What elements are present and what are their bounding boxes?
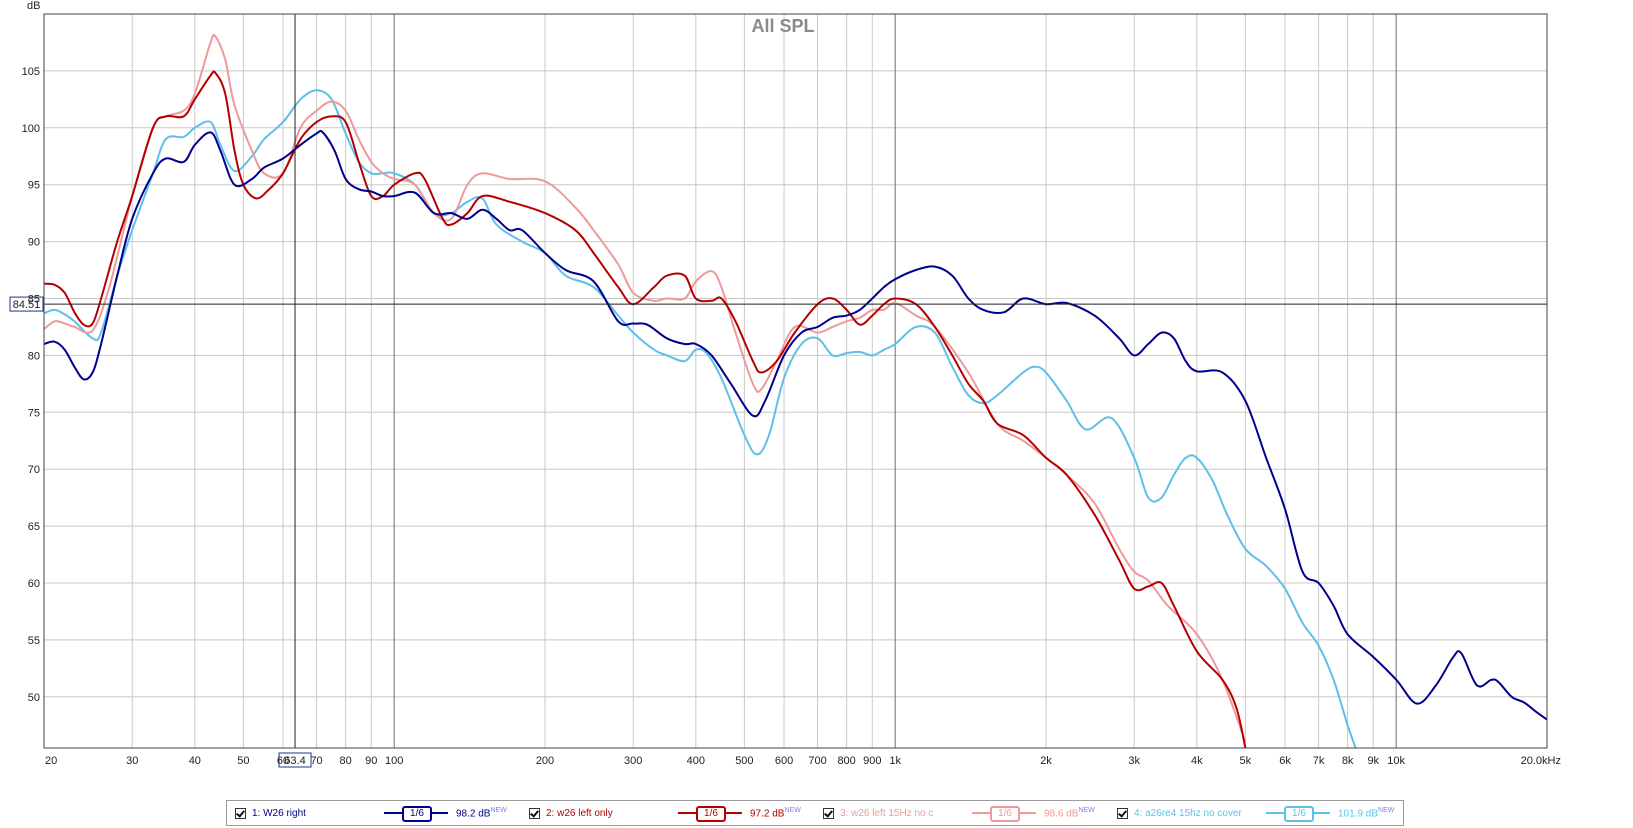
new-badge: NEW	[784, 806, 801, 814]
cursor[interactable]: 84.51 63.4	[9, 14, 1547, 768]
x-tick-label: 2k	[1040, 755, 1052, 767]
legend-series-name: 2: w26 left only	[546, 807, 613, 819]
series-line-1	[44, 129, 1547, 721]
legend-series-name: 4: a26re4 15hz no cover	[1134, 807, 1242, 819]
x-tick-label: 5k	[1240, 755, 1252, 767]
legend-entry-1: 1: W26 right 1/6 98.2 dBNEW	[227, 801, 521, 825]
smoothing-selector[interactable]: 1/6	[972, 806, 1036, 822]
legend-series-name: 1: W26 right	[252, 807, 306, 819]
x-tick-label: 300	[624, 755, 642, 767]
x-tick-label: 8k	[1342, 755, 1354, 767]
new-badge: NEW	[1078, 806, 1095, 814]
legend-level-text: 98.6 dB	[1044, 808, 1079, 820]
new-badge: NEW	[490, 806, 507, 814]
x-tick-label: 40	[189, 755, 201, 767]
plot-frame	[43, 13, 1548, 749]
x-tick-label: 700	[808, 755, 826, 767]
x-tick-label: 10k	[1387, 755, 1405, 767]
legend-entry-2: 2: w26 left only 1/6 97.2 dBNEW	[521, 801, 815, 825]
x-tick-label: 20.0kHz	[1521, 755, 1561, 767]
y-tick-label: 85	[28, 293, 40, 305]
new-badge: NEW	[1378, 806, 1395, 814]
series-visibility-checkbox[interactable]	[823, 807, 834, 819]
y-tick-label: 100	[22, 123, 40, 135]
series-group	[44, 33, 1547, 748]
legend-level-value: 98.6 dBNEW	[1044, 807, 1095, 819]
x-tick-label: 100	[385, 755, 403, 767]
x-tick-label: 600	[775, 755, 793, 767]
legend-level-text: 97.2 dB	[750, 808, 785, 820]
y-tick-label: 80	[28, 350, 40, 362]
smoothing-label: 1/6	[402, 806, 432, 822]
x-tick-label: 90	[365, 755, 377, 767]
x-tick-label: 6k	[1279, 755, 1291, 767]
smoothing-label: 1/6	[696, 806, 726, 822]
x-tick-label: 60	[277, 755, 289, 767]
legend-entry-3: 3: w26 left 15Hz no c 1/6 98.6 dBNEW	[815, 801, 1109, 825]
x-tick-label: 400	[687, 755, 705, 767]
smoothing-selector[interactable]: 1/6	[1266, 806, 1330, 822]
spl-chart: 84.51 63.4 50 55 60 65 70 75 80 85 90 95 100 105 20 30…	[9, 0, 1561, 768]
x-tick-label: 50	[237, 755, 249, 767]
smoothing-label: 1/6	[990, 806, 1020, 822]
x-tick-label: 800	[837, 755, 855, 767]
y-tick-label: 90	[28, 237, 40, 249]
x-tick-label: 9k	[1367, 755, 1379, 767]
x-tick-label: 30	[126, 755, 138, 767]
legend-level-text: 98.2 dB	[456, 808, 491, 820]
series-line-4	[44, 89, 1357, 748]
x-tick-label: 200	[536, 755, 554, 767]
series-visibility-checkbox[interactable]	[235, 807, 246, 819]
cursor-x-readout: 63.4	[284, 755, 305, 767]
y-tick-label: 105	[22, 66, 40, 78]
x-tick-label: 1k	[889, 755, 901, 767]
y-tick-label: 55	[28, 635, 40, 647]
y-tick-label: 65	[28, 521, 40, 533]
plot-background	[44, 14, 1547, 748]
x-tick-label: 70	[310, 755, 322, 767]
cursor-y-readout: 84.51	[13, 299, 41, 311]
legend-level-text: 101.9 dB	[1338, 808, 1379, 820]
x-tick-label: 20	[45, 755, 57, 767]
x-tick-label: 80	[340, 755, 352, 767]
legend: 1: W26 right 1/6 98.2 dBNEW 2: w26 left onl…	[226, 800, 1404, 826]
y-tick-label: 60	[28, 578, 40, 590]
x-tick-label: 900	[863, 755, 881, 767]
y-tick-label: 75	[28, 407, 40, 419]
smoothing-selector[interactable]: 1/6	[678, 806, 742, 822]
y-tick-label: 70	[28, 464, 40, 476]
legend-series-name: 3: w26 left 15Hz no c	[840, 807, 934, 819]
legend-level-value: 101.9 dBNEW	[1338, 807, 1394, 819]
x-tick-label: 3k	[1128, 755, 1140, 767]
legend-level-value: 97.2 dBNEW	[750, 807, 801, 819]
legend-entry-4: 4: a26re4 15hz no cover 1/6 101.9 dBNEW	[1109, 801, 1403, 825]
legend-level-value: 98.2 dBNEW	[456, 807, 507, 819]
x-tick-label: 500	[735, 755, 753, 767]
series-line-2	[44, 70, 1247, 748]
series-visibility-checkbox[interactable]	[1117, 807, 1128, 819]
cursor-y-readout-box	[9, 296, 44, 312]
chart-title: All SPL	[751, 16, 814, 36]
y-axis-label: dB	[27, 0, 40, 12]
tick-labels: 50 55 60 65 70 75 80 85 90 95 100 105 20 30 40 50 60 70 80…	[22, 66, 1561, 767]
series-visibility-checkbox[interactable]	[529, 807, 540, 819]
x-tick-label: 4k	[1191, 755, 1203, 767]
y-tick-label: 95	[28, 180, 40, 192]
y-tick-label: 50	[28, 692, 40, 704]
x-tick-label: 7k	[1313, 755, 1325, 767]
smoothing-selector[interactable]: 1/6	[384, 806, 448, 822]
cursor-x-readout-box	[278, 752, 312, 768]
smoothing-label: 1/6	[1284, 806, 1314, 822]
